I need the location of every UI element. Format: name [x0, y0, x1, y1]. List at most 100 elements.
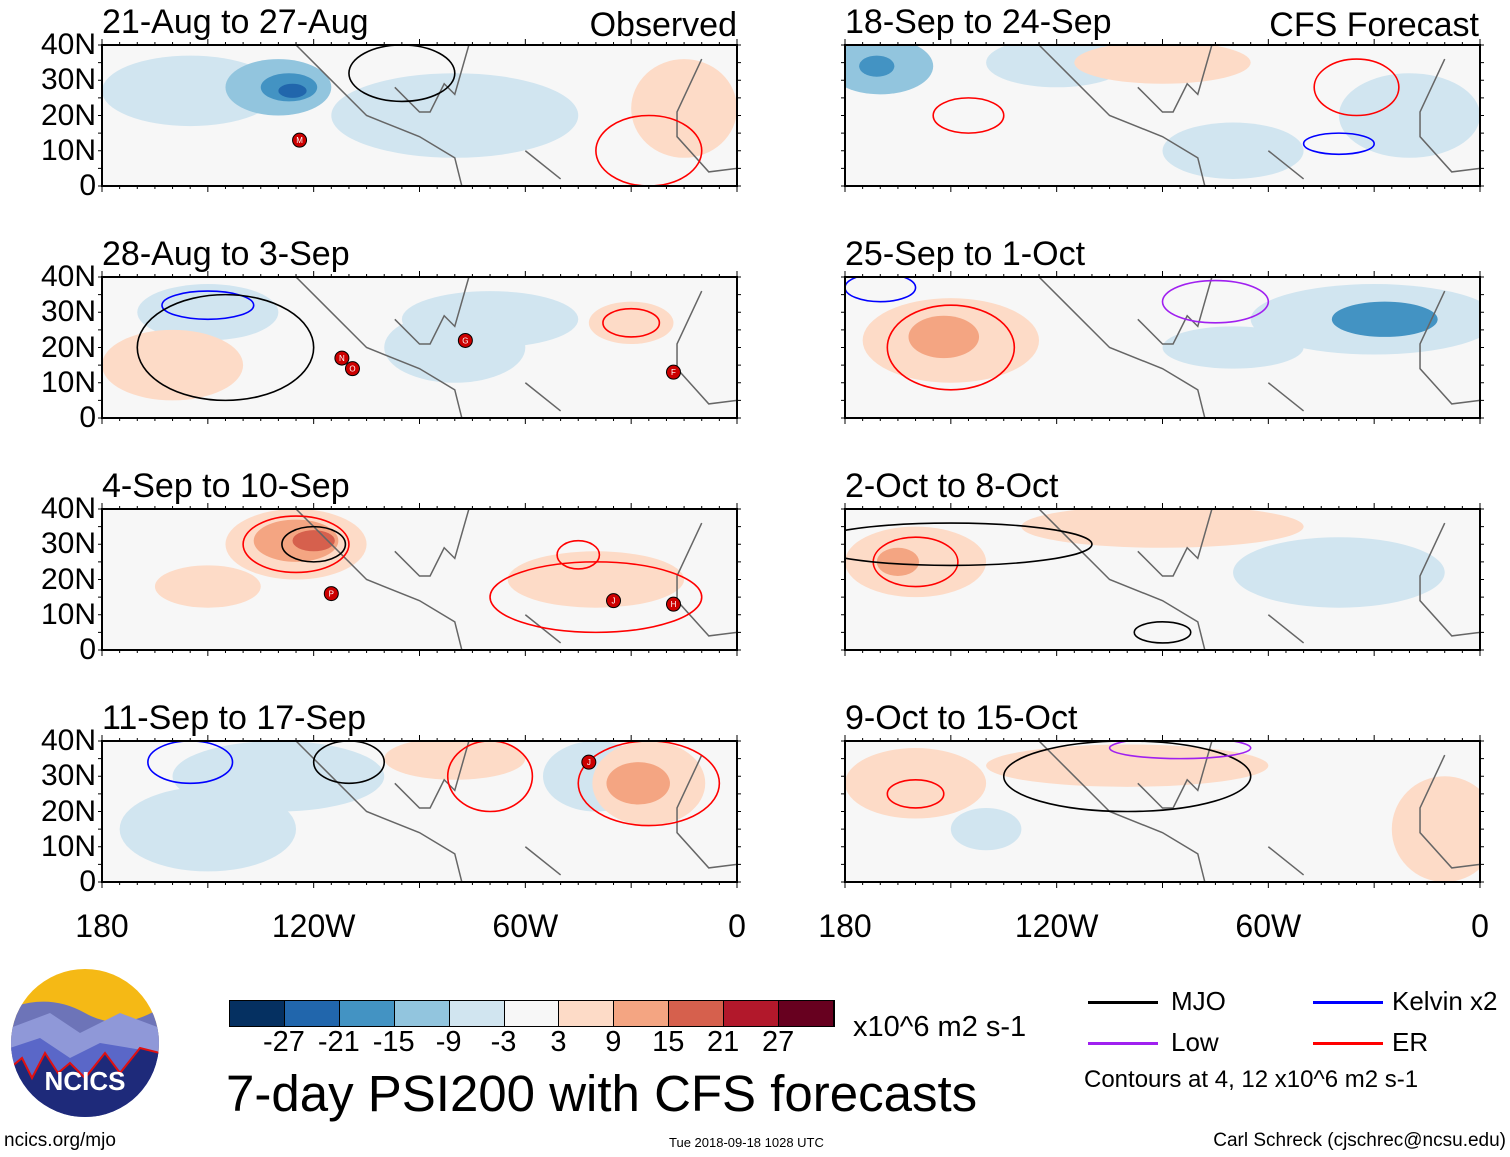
- contours-note: Contours at 4, 12 x10^6 m2 s-1: [1084, 1066, 1419, 1093]
- ncics-logo: NCICS: [11, 969, 159, 1117]
- anomaly-contour: [595, 114, 703, 186]
- psi-shading: [588, 301, 674, 344]
- lat-tick-label: 10N: [40, 829, 96, 863]
- map-panel: [841, 735, 1484, 888]
- legend-low-line: [1088, 1042, 1158, 1045]
- psi-shading: [908, 315, 980, 359]
- storm-id: J: [612, 597, 616, 606]
- psi-shading: [507, 551, 685, 608]
- anomaly-contour: [348, 45, 456, 103]
- psi-shading: [1233, 537, 1445, 608]
- anomaly-contour: [161, 290, 255, 321]
- forecast-label: CFS Forecast: [1269, 6, 1479, 44]
- footer-url[interactable]: ncics.org/mjo: [4, 1130, 116, 1151]
- lat-tick-label: 20N: [40, 562, 96, 596]
- lat-tick-label: 30N: [40, 759, 96, 793]
- anomaly-contour: [312, 741, 386, 785]
- lat-tick-label: 40N: [40, 260, 96, 293]
- psi-shading: [986, 744, 1269, 787]
- anomaly-contour: [602, 307, 661, 338]
- lat-tick-label: 20N: [40, 98, 96, 132]
- psi-shading: [1391, 776, 1480, 882]
- colorbar-label: -3: [490, 1026, 517, 1058]
- psi-shading: [1074, 45, 1251, 84]
- lat-tick-label: 40N: [40, 724, 96, 757]
- colorbar-swatch: [284, 1001, 340, 1026]
- panel-title: 25-Sep to 1-Oct: [845, 235, 1086, 273]
- lon-tick-label: 120W: [271, 908, 356, 944]
- lon-tick-label: 60W: [492, 908, 559, 944]
- anomaly-contour: [1108, 741, 1252, 760]
- colorbar-swatch: [394, 1001, 450, 1026]
- storm-marker: H: [666, 596, 681, 612]
- colorbar-label: 27: [761, 1026, 795, 1058]
- colorbar-swatch: [559, 1001, 615, 1026]
- lon-tick-label: 60W: [1235, 908, 1302, 944]
- coastline: [1038, 509, 1480, 650]
- anomaly-contour: [281, 525, 347, 563]
- storm-id: O: [349, 365, 355, 374]
- storm-marker: F: [666, 364, 681, 380]
- map-panel: P J H: [98, 503, 741, 656]
- psi-shading: [1331, 301, 1438, 337]
- coastline: [1038, 277, 1480, 418]
- psi-shading: [1162, 122, 1304, 179]
- lat-tick-label: 40N: [40, 492, 96, 525]
- psi-shading: [1338, 73, 1480, 158]
- legend-er-line: [1313, 1042, 1383, 1045]
- panel-title: 2-Oct to 8-Oct: [845, 467, 1059, 505]
- colorbar-swatch: [449, 1001, 505, 1026]
- coastline: [295, 741, 737, 882]
- coastline: [1038, 741, 1480, 882]
- psi-shading: [137, 284, 279, 341]
- footer-credit: Carl Schreck (cjschrec@ncsu.edu): [1213, 1130, 1506, 1151]
- colorbar-label: 3: [550, 1026, 567, 1058]
- coastline: [1038, 45, 1480, 186]
- lon-tick-label: 180: [818, 908, 872, 944]
- panel-title: 11-Sep to 17-Sep: [102, 699, 366, 737]
- psi-shading: [950, 807, 1022, 851]
- map-panel: [841, 503, 1484, 656]
- psi-shading: [384, 312, 526, 383]
- lat-tick-label: 40N: [40, 28, 96, 61]
- psi-shading: [1021, 509, 1304, 548]
- psi-shading: [606, 762, 670, 805]
- lon-tick-label: 180: [75, 908, 129, 944]
- colorbar-label: 15: [652, 1026, 685, 1058]
- colorbar-swatch: [779, 1001, 834, 1026]
- legend-kelvin-line: [1313, 1001, 1383, 1004]
- colorbar-label: -27: [262, 1026, 305, 1058]
- psi-shading: [631, 59, 737, 158]
- anomaly-contour: [1313, 58, 1400, 117]
- storm-id: H: [671, 600, 677, 609]
- panel-title: 18-Sep to 24-Sep: [845, 3, 1112, 41]
- lat-tick-label: 30N: [40, 63, 96, 97]
- anomaly-contour: [845, 522, 1093, 567]
- map-panel: J: [98, 735, 741, 888]
- figure-title: 7-day PSI200 with CFS forecasts: [226, 1065, 978, 1122]
- panel-title: 4-Sep to 10-Sep: [102, 467, 350, 505]
- anomaly-contour: [577, 741, 721, 827]
- map-panel: M: [98, 39, 741, 192]
- anomaly-contour: [845, 277, 917, 303]
- lat-tick-label: 10N: [40, 133, 96, 167]
- colorbar-swatch: [504, 1001, 560, 1026]
- psi-shading: [119, 786, 297, 872]
- footer-timestamp: Tue 2018-09-18 1028 UTC: [669, 1135, 824, 1150]
- legend-mjo: MJO: [1171, 986, 1226, 1016]
- lat-tick-label: 10N: [40, 597, 96, 631]
- lat-tick-label: 0: [79, 865, 96, 898]
- colorbar-swatch: [724, 1001, 780, 1026]
- colorbar-swatch: [230, 1001, 285, 1026]
- lat-tick-label: 30N: [40, 527, 96, 561]
- map-panel: [841, 39, 1484, 192]
- coastline: [295, 45, 737, 186]
- storm-id: N: [339, 354, 345, 363]
- legend-er: ER: [1392, 1027, 1429, 1057]
- map-panel: [841, 271, 1484, 424]
- lat-tick-label: 0: [79, 401, 96, 434]
- colorbar-label: 9: [605, 1026, 622, 1058]
- colorbar-label: -9: [435, 1026, 462, 1058]
- psi-shading: [384, 741, 526, 780]
- psi-shading: [845, 748, 987, 819]
